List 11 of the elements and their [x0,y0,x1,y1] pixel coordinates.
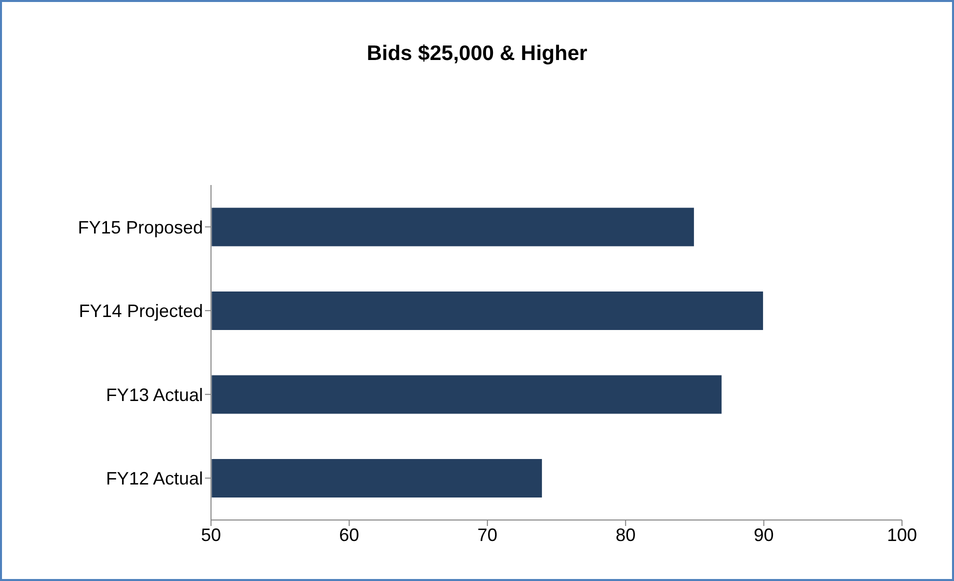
y-tick-label: FY12 Actual [106,468,203,489]
x-tick-label: 100 [886,524,918,545]
chart-title: Bids $25,000 & Higher [366,42,588,66]
x-tick-label: 80 [616,524,636,545]
y-tick-label: FY14 Projected [78,301,203,322]
x-tick-label: 60 [339,524,360,545]
y-tick-label: FY15 Proposed [78,217,203,238]
x-tick-label: 90 [754,524,774,545]
y-tick-label: FY13 Actual [106,384,203,405]
x-tick-label: 70 [477,524,498,545]
x-tick-label: 50 [200,524,222,545]
